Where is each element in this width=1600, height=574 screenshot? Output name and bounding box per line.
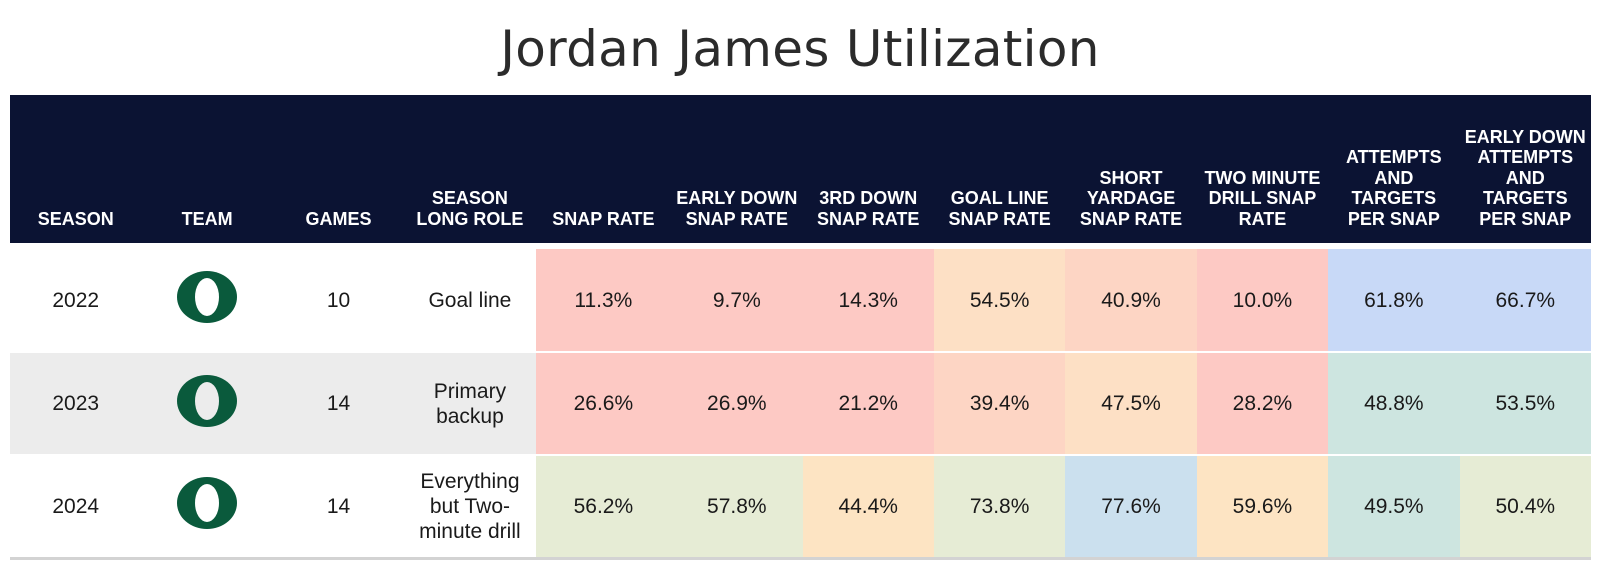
oregon-o-logo-icon	[177, 374, 238, 427]
metric-cell: 59.6%	[1196, 455, 1329, 560]
metric-cell: 14.3%	[802, 249, 934, 353]
table-body: 2022 10 Goal line 11.3% 9.7% 14.3% 54.5% 40.9% 1…	[10, 243, 1591, 560]
metric-cell: 56.2%	[535, 455, 672, 560]
metric-cell: 26.6%	[535, 352, 672, 456]
metric-cell: 50.4%	[1459, 455, 1591, 560]
season-cell: 2023	[10, 352, 142, 456]
column-header-snap-rate: SNAP RATE	[552, 208, 655, 229]
role-cell: Goal line	[404, 249, 536, 353]
metric-cell: 61.8%	[1328, 249, 1460, 353]
column-header-team: TEAM	[181, 208, 233, 229]
column-header-two-minute-drill-snap-rate: TWO MINUTE DRILL SNAP RATE	[1204, 167, 1321, 229]
role-cell: Everything but Two-minute drill	[404, 455, 536, 560]
page-title: Jordan James Utilization	[500, 20, 1100, 78]
team-cell	[141, 352, 273, 456]
metric-cell: 48.8%	[1328, 352, 1460, 456]
column-header-early-down-attempts-targets-per-snap: EARLY DOWN ATTEMPTS AND TARGETS PER SNAP	[1464, 126, 1586, 229]
games-cell: 10	[272, 249, 405, 353]
metric-cell: 49.5%	[1328, 455, 1460, 560]
column-header-goal-line-snap-rate: GOAL LINE SNAP RATE	[948, 188, 1051, 229]
header-spacer	[10, 243, 1591, 249]
utilization-table: SEASON TEAM GAMES SEASON LONG ROLE SNAP …	[10, 95, 1591, 560]
metric-cell: 9.7%	[671, 249, 803, 353]
table-row: 2022 10 Goal line 11.3% 9.7% 14.3% 54.5% 40.9% 1…	[10, 249, 1591, 353]
games-cell: 14	[272, 352, 405, 456]
metric-cell: 66.7%	[1459, 249, 1591, 353]
oregon-o-logo-icon	[177, 271, 238, 323]
column-header-3rd-down-snap-rate: 3RD DOWN SNAP RATE	[817, 188, 920, 229]
header-row: SEASON TEAM GAMES SEASON LONG ROLE SNAP …	[10, 95, 1591, 243]
metric-cell: 44.4%	[802, 455, 934, 560]
metric-cell: 10.0%	[1196, 249, 1329, 353]
team-cell	[141, 455, 273, 560]
metric-cell: 47.5%	[1065, 352, 1197, 456]
table-header: SEASON TEAM GAMES SEASON LONG ROLE SNAP …	[10, 95, 1591, 243]
season-cell: 2022	[10, 249, 142, 353]
games-cell: 14	[272, 455, 405, 560]
metric-cell: 73.8%	[933, 455, 1066, 560]
column-header-attempts-targets-per-snap: ATTEMPTS AND TARGETS PER SNAP	[1346, 147, 1442, 229]
spacer-cell	[10, 243, 1591, 249]
oregon-o-logo-icon	[177, 477, 238, 530]
column-header-short-yardage-snap-rate: SHORT YARDAGE SNAP RATE	[1079, 167, 1183, 229]
metric-cell: 40.9%	[1065, 249, 1197, 353]
column-header-season-long-role: SEASON LONG ROLE	[416, 188, 524, 229]
metric-cell: 54.5%	[933, 249, 1066, 353]
metric-cell: 53.5%	[1459, 352, 1591, 456]
table-row: 2023 14 Primary backup 26.6% 26.9% 21.2% 39.4%…	[10, 352, 1591, 456]
metric-cell: 11.3%	[535, 249, 672, 353]
metric-cell: 57.8%	[671, 455, 803, 560]
metric-cell: 77.6%	[1065, 455, 1197, 560]
season-cell: 2024	[10, 455, 142, 560]
column-header-games: GAMES	[305, 208, 372, 229]
metric-cell: 21.2%	[802, 352, 934, 456]
column-header-season: SEASON	[37, 208, 114, 229]
metric-cell: 28.2%	[1196, 352, 1329, 456]
metric-cell: 26.9%	[671, 352, 803, 456]
table-row: 2024 14 Everything but Two-minute drill 56.…	[10, 455, 1591, 560]
metric-cell: 39.4%	[933, 352, 1066, 456]
role-cell: Primary backup	[404, 352, 536, 456]
team-cell	[141, 249, 273, 353]
column-header-early-down-snap-rate: EARLY DOWN SNAP RATE	[676, 188, 798, 229]
